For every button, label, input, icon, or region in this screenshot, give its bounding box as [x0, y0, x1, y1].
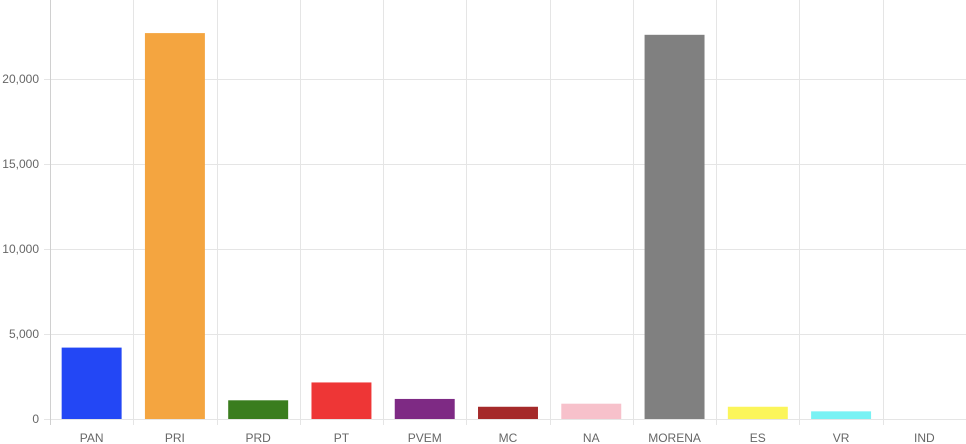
bar-es[interactable] — [727, 406, 788, 419]
bar-pan[interactable] — [61, 347, 122, 419]
x-tick-label-pvem: PVEM — [408, 431, 442, 444]
bar-prd[interactable] — [228, 400, 289, 419]
y-tick-label-3: 15,000 — [2, 157, 39, 171]
x-tick-label-mc: MC — [499, 431, 518, 444]
x-tick-label-pri: PRI — [165, 431, 185, 444]
bar-pt[interactable] — [311, 382, 372, 419]
y-tick-label-4: 20,000 — [2, 72, 39, 86]
labels-layer: 0 5,000 10,000 15,000 20,000 PAN PRI PRD PT PVEM M… — [2, 72, 935, 444]
bar-morena[interactable] — [644, 34, 705, 420]
bar-vr[interactable] — [811, 411, 872, 419]
bars-layer — [61, 33, 872, 420]
x-tick-label-es: ES — [750, 431, 766, 444]
y-tick-label-0: 0 — [32, 412, 39, 426]
y-tick-label-2: 10,000 — [2, 242, 39, 256]
bar-mc[interactable] — [478, 406, 538, 419]
x-tick-label-ind: IND — [914, 431, 935, 444]
x-tick-label-pan: PAN — [80, 431, 104, 444]
x-tick-label-na: NA — [583, 431, 600, 444]
x-tick-label-morena: MORENA — [648, 431, 701, 444]
x-tick-label-vr: VR — [833, 431, 850, 444]
x-tick-label-pt: PT — [334, 431, 350, 444]
y-tick-label-1: 5,000 — [9, 327, 39, 341]
bar-na[interactable] — [561, 403, 622, 419]
x-tick-label-prd: PRD — [246, 431, 272, 444]
bar-pri[interactable] — [144, 33, 205, 419]
bar-pvem[interactable] — [394, 398, 455, 419]
